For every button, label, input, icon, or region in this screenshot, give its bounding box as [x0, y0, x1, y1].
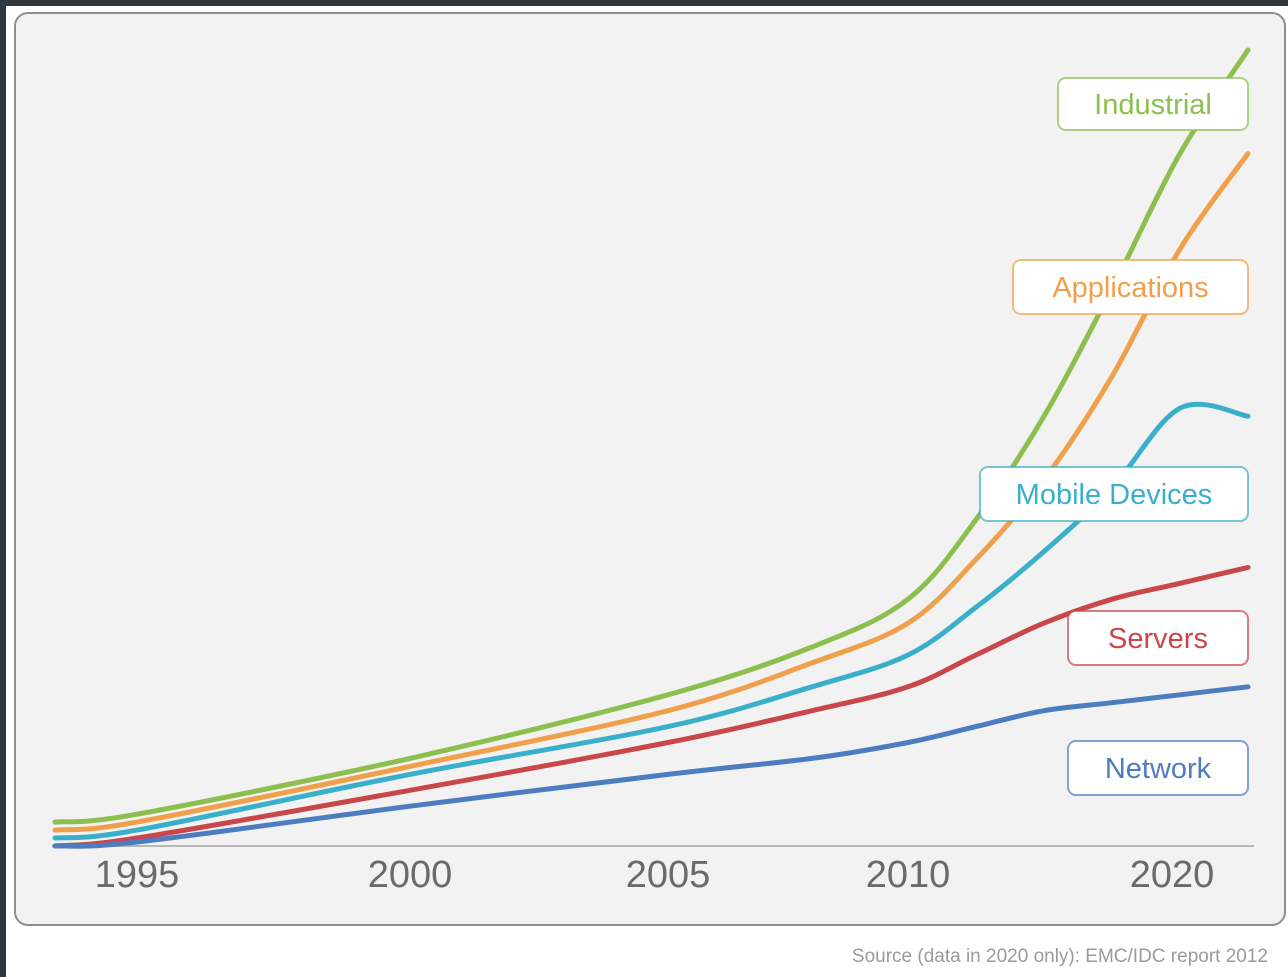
- x-tick-label: 2020: [1130, 854, 1215, 896]
- x-tick-labels: 1995 2000 2005 2010 2020: [95, 854, 1215, 896]
- series-label-box: [979, 466, 1249, 522]
- series-label-box: [1067, 740, 1249, 796]
- series-line-industrial: [52, 47, 1251, 825]
- series-line-network: [52, 684, 1251, 849]
- series-line-servers: [52, 564, 1251, 849]
- series-label-text: Applications: [1052, 272, 1208, 304]
- source-note: Source (data in 2020 only): EMC/IDC repo…: [851, 946, 1268, 967]
- series-label-box: [1057, 77, 1249, 131]
- series-label-text: Industrial: [1094, 89, 1212, 121]
- series-label-box: [1067, 610, 1249, 666]
- series-labels: Industrial Applications Mobile Devices Serv…: [979, 77, 1249, 796]
- series-label-servers: Servers: [1067, 610, 1249, 666]
- series-label-applications: Applications: [1012, 259, 1249, 315]
- x-tick-label: 2000: [368, 854, 453, 896]
- series-label-text: Network: [1105, 753, 1212, 785]
- x-tick-label: 2005: [626, 854, 711, 896]
- x-tick-label: 2010: [866, 854, 951, 896]
- x-tick-label: 1995: [95, 854, 180, 896]
- series-layer: [52, 47, 1251, 849]
- series-label-text: Servers: [1108, 623, 1208, 655]
- series-label-box: [1012, 259, 1249, 315]
- series-label-industrial: Industrial: [1057, 77, 1249, 131]
- series-line-applications: [52, 151, 1251, 833]
- series-label-text: Mobile Devices: [1016, 479, 1213, 511]
- series-label-network: Network: [1067, 740, 1249, 796]
- series-label-mobile-devices: Mobile Devices: [979, 466, 1249, 522]
